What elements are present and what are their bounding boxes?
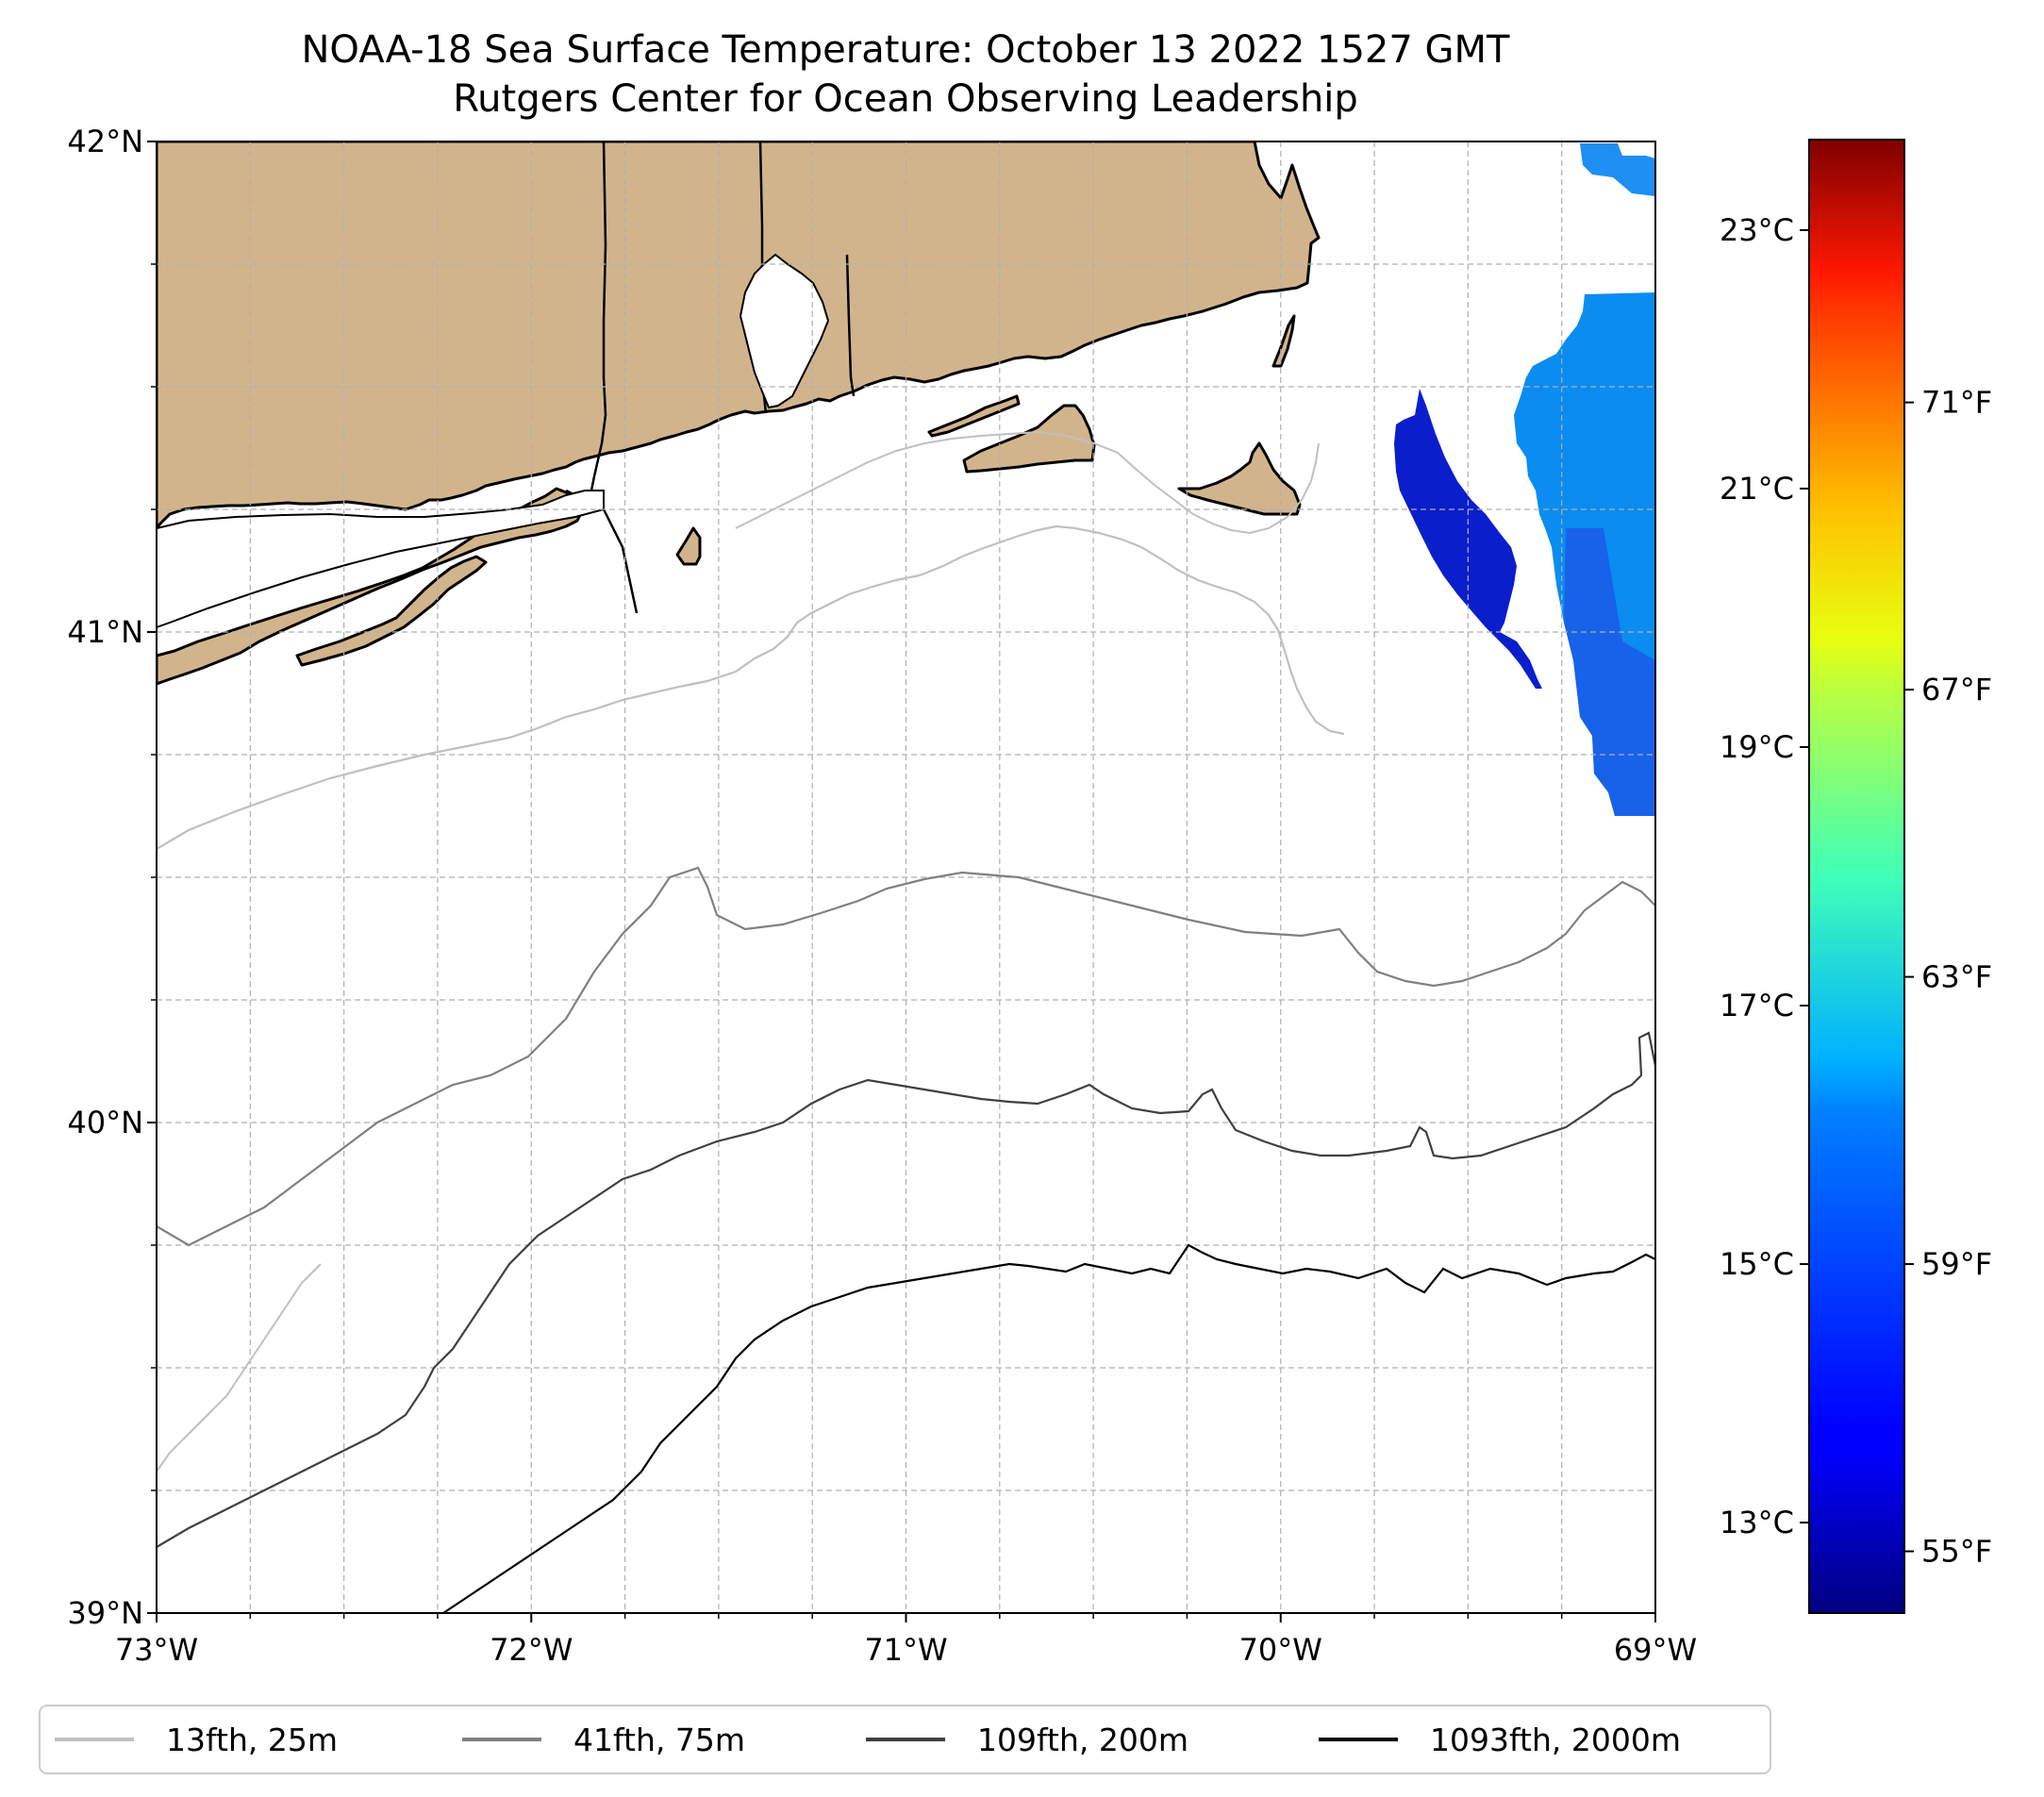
lon-tick-label: 71°W: [864, 1632, 947, 1668]
bathymetry: [157, 430, 1655, 1613]
block-island: [675, 526, 702, 566]
marthas-vineyard: [962, 404, 1096, 474]
lat-axis-ticks: 42°N 41°N 40°N 39°N: [67, 124, 157, 1631]
legend-label: 1093fth, 2000m: [1430, 1722, 1681, 1758]
title-line-1: NOAA-18 Sea Surface Temperature: October…: [302, 28, 1511, 72]
legend: 13fth, 25m 41fth, 75m 109fth, 200m 1093fth,…: [39, 1705, 1771, 1774]
map-area: [157, 141, 1655, 1613]
colorbar-f-label: 63°F: [1921, 959, 1992, 995]
colorbar-c-label: 21°C: [1720, 471, 1794, 507]
title-line-2: Rutgers Center for Ocean Observing Leade…: [453, 77, 1358, 121]
long-island-sound-west: [157, 490, 605, 629]
colorbar-fahrenheit-ticks: 55°F 59°F 63°F 67°F 71°F: [1904, 385, 1992, 1570]
lon-axis-ticks: 73°W 72°W 71°W 70°W 69°W: [115, 1613, 1697, 1668]
lon-tick-label: 69°W: [1614, 1632, 1697, 1668]
lon-tick-label: 72°W: [490, 1632, 573, 1668]
contour-25m-west: [157, 1263, 322, 1473]
contour-2000m: [442, 1243, 1655, 1613]
legend-label: 109fth, 200m: [977, 1722, 1188, 1758]
legend-label: 41fth, 75m: [573, 1722, 745, 1758]
colorbar-celsius-ticks: 13°C 15°C 17°C 19°C 21°C 23°C: [1720, 212, 1809, 1540]
legend-label: 13fth, 25m: [166, 1722, 338, 1758]
ri-ma-border: [845, 254, 856, 397]
lat-tick-label: 39°N: [67, 1595, 143, 1631]
legend-items: 13fth, 25m 41fth, 75m 109fth, 200m 1093fth,…: [55, 1722, 1681, 1758]
colorbar-c-label: 13°C: [1720, 1505, 1794, 1540]
elizabeth-islands: [927, 394, 1021, 438]
nantucket: [1177, 441, 1302, 516]
lon-tick-label: 73°W: [115, 1632, 198, 1668]
contour-25m-inner: [735, 430, 1320, 535]
lon-tick-label: 70°W: [1239, 1632, 1322, 1668]
colorbar-c-label: 17°C: [1720, 988, 1794, 1023]
lat-tick-label: 41°N: [67, 614, 143, 650]
contour-200m: [157, 1031, 1655, 1548]
narragansett-bay: [739, 253, 830, 409]
colorbar: 13°C 15°C 17°C 19°C 21°C 23°C 55°F 59°F 63°F 67°…: [1720, 139, 1992, 1614]
colorbar-c-label: 19°C: [1720, 729, 1794, 765]
colorbar-f-label: 67°F: [1921, 672, 1992, 707]
sst-patch-east-shade: [1564, 528, 1655, 816]
ny-ct-border: [588, 141, 607, 501]
colorbar-f-label: 59°F: [1921, 1246, 1992, 1282]
colorbar-f-label: 55°F: [1921, 1534, 1992, 1570]
colorbar-gradient: [1808, 139, 1905, 1614]
colorbar-f-label: 71°F: [1921, 385, 1992, 421]
colorbar-c-label: 23°C: [1720, 212, 1794, 248]
contour-25m: [157, 524, 1345, 850]
sst-patch-east-top: [1580, 143, 1655, 196]
contour-75m: [157, 866, 1655, 1247]
colorbar-c-label: 15°C: [1720, 1246, 1794, 1282]
mainland-coast: [157, 141, 1321, 530]
grid-lines: [157, 141, 1655, 1613]
chatham-island: [1271, 314, 1296, 368]
lat-tick-label: 42°N: [67, 124, 143, 159]
bays: [157, 253, 830, 629]
lat-tick-label: 40°N: [67, 1105, 143, 1140]
long-island-north-fork: [295, 555, 488, 667]
